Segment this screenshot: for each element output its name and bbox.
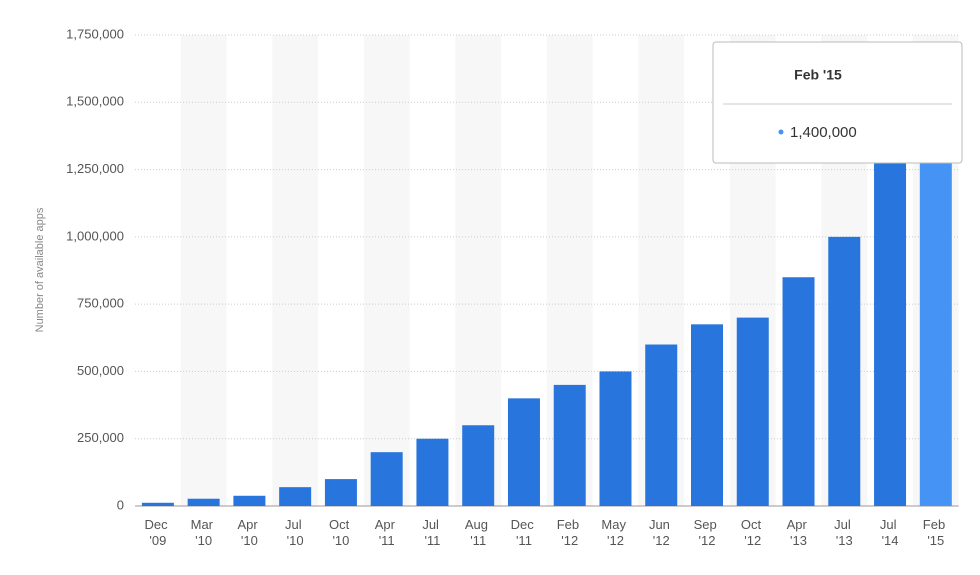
x-tick-label: Apr '13 — [787, 517, 811, 548]
y-tick-label: 0 — [117, 497, 124, 512]
x-tick-year: '10 — [287, 533, 304, 548]
x-tick-label: Apr '10 — [237, 517, 261, 548]
y-tick-label: 1,500,000 — [66, 94, 124, 109]
x-tick-label: Jul '10 — [285, 517, 305, 548]
x-tick-month: Jul — [285, 517, 305, 532]
y-tick-label: 1,000,000 — [66, 228, 124, 243]
x-tick-month: May — [601, 517, 629, 532]
x-tick-label: Sep '12 — [694, 517, 721, 548]
x-tick-month: Oct — [741, 517, 765, 532]
bar — [919, 129, 952, 506]
bar — [416, 438, 449, 506]
column-band — [272, 35, 319, 506]
x-tick-year: '12 — [653, 533, 670, 548]
x-tick-month: Dec — [511, 517, 538, 532]
x-tick-month: Jul — [834, 517, 854, 532]
x-tick-month: Feb — [923, 517, 949, 532]
x-tick-month: Apr — [237, 517, 261, 532]
x-tick-year: '11 — [424, 533, 440, 548]
x-tick-year: '11 — [379, 533, 395, 548]
x-tick-label: Mar '10 — [191, 517, 217, 548]
x-tick-year: '12 — [744, 533, 761, 548]
x-tick-label: Apr '11 — [375, 517, 399, 548]
bar — [736, 317, 769, 506]
x-tick-year: '10 — [332, 533, 349, 548]
bar — [233, 495, 266, 506]
bar — [874, 156, 907, 506]
y-tick-label: 750,000 — [77, 296, 124, 311]
x-tick-label: Jul '11 — [422, 517, 442, 548]
bar — [691, 324, 723, 506]
bar — [462, 425, 495, 506]
tooltip-box — [712, 41, 963, 164]
bar — [828, 236, 861, 506]
x-tick-label: Jul '13 — [834, 517, 854, 548]
x-tick-year: '14 — [882, 533, 899, 548]
y-tick-label: 250,000 — [77, 430, 124, 445]
x-tick-month: Aug — [465, 517, 492, 532]
bar — [645, 344, 678, 506]
x-tick-label: Jul '14 — [880, 517, 900, 548]
x-tick-year: '11 — [516, 533, 532, 548]
y-tick-label: 1,750,000 — [66, 26, 124, 41]
x-tick-label: Feb '12 — [557, 517, 583, 548]
bar — [187, 498, 220, 506]
x-tick-label: Feb '15 — [923, 517, 949, 548]
x-tick-month: Apr — [787, 517, 811, 532]
bar — [370, 452, 403, 506]
column-band — [180, 35, 227, 506]
x-tick-year: '09 — [149, 533, 166, 548]
bar — [553, 384, 586, 506]
x-tick-year: '12 — [561, 533, 578, 548]
x-tick-month: Jul — [880, 517, 900, 532]
x-tick-month: Mar — [191, 517, 217, 532]
bar — [782, 277, 815, 506]
x-tick-month: Oct — [329, 517, 353, 532]
bar — [599, 371, 632, 506]
x-tick-month: Jul — [422, 517, 442, 532]
x-tick-month: Feb — [557, 517, 583, 532]
y-axis-label: Number of available apps — [34, 207, 46, 332]
bar — [324, 479, 357, 506]
tooltip-dot — [778, 129, 784, 135]
y-tick-label: 500,000 — [77, 363, 124, 378]
x-tick-year: '10 — [241, 533, 258, 548]
x-tick-label: May '12 — [601, 517, 629, 548]
x-tick-year: '10 — [195, 533, 212, 548]
x-tick-label: Dec '11 — [511, 517, 538, 548]
x-tick-month: Dec — [145, 517, 172, 532]
bar — [279, 487, 312, 506]
tooltip: Feb '15 1,400,000 — [712, 41, 963, 164]
x-tick-label: Oct '10 — [329, 517, 353, 548]
x-tick-month: Jun — [649, 517, 674, 532]
x-tick-label: Oct '12 — [741, 517, 765, 548]
tooltip-value: 1,400,000 — [790, 124, 857, 141]
bar — [507, 398, 540, 506]
tooltip-title: Feb '15 — [794, 67, 842, 83]
x-tick-year: '13 — [836, 533, 853, 548]
x-tick-year: '12 — [607, 533, 624, 548]
x-tick-label: Dec '09 — [145, 517, 172, 548]
column-band — [363, 35, 410, 506]
x-tick-year: '15 — [927, 533, 944, 548]
x-tick-year: '11 — [470, 533, 486, 548]
x-tick-label: Aug '11 — [465, 517, 492, 548]
x-tick-year: '12 — [699, 533, 716, 548]
x-tick-year: '13 — [790, 533, 807, 548]
x-tick-month: Apr — [375, 517, 399, 532]
y-tick-label: 1,250,000 — [66, 161, 124, 176]
x-tick-month: Sep — [694, 517, 721, 532]
x-tick-label: Jun '12 — [649, 517, 674, 548]
bar — [141, 502, 174, 506]
